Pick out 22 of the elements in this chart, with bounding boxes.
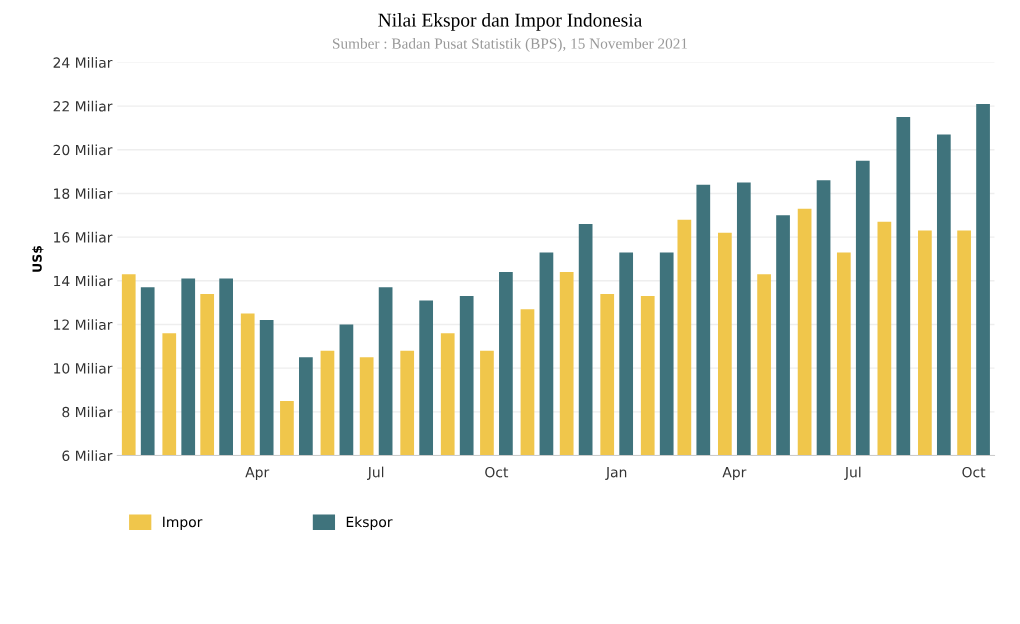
y-tick-label: 12 Miliar <box>54 319 113 330</box>
x-tick-label: Oct <box>962 466 986 478</box>
legend-label: Ekspor <box>346 516 393 530</box>
chart-title: Nilai Ekspor dan Impor Indonesia <box>378 13 643 31</box>
y-axis-title: US$ <box>32 245 44 272</box>
y-tick-label: 14 Miliar <box>54 275 113 287</box>
y-tick-label: 6 Miliar <box>62 450 113 461</box>
legend-label: Impor <box>163 516 203 530</box>
y-tick-label: 18 Miliar <box>54 188 113 199</box>
x-tick-label: Jul <box>367 466 384 480</box>
x-tick-label: Oct <box>485 466 509 478</box>
y-tick-label: 20 Miliar <box>53 144 113 156</box>
x-tick-label: Apr <box>722 467 747 481</box>
y-tick-label: 10 Miliar <box>54 362 113 374</box>
y-tick-label: 24 Miliar <box>53 57 113 68</box>
y-tick-label: 8 Miliar <box>62 406 113 418</box>
y-tick-label: 16 Miliar <box>54 231 113 243</box>
chart-subtitle: Sumber : Badan Pusat Statistik (BPS), 15 November 2021 <box>333 38 688 52</box>
x-tick-label: Jul <box>844 466 861 480</box>
y-tick-label: 22 Miliar <box>53 100 113 112</box>
x-tick-label: Apr <box>245 467 270 481</box>
x-tick-label: Jan <box>605 467 627 480</box>
